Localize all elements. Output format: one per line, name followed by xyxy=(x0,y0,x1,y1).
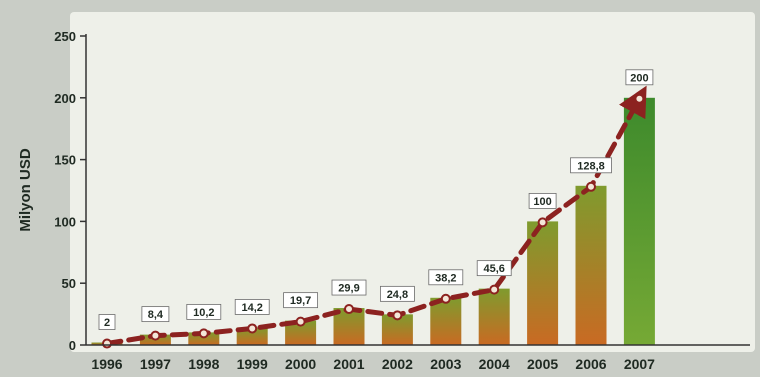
data-label-box xyxy=(186,303,222,320)
x-tick-label-2001: 2001 xyxy=(333,356,364,372)
y-tick-label: 50 xyxy=(62,276,76,291)
y-axis-title: Milyon USD xyxy=(17,148,34,232)
x-tick-label-2003: 2003 xyxy=(430,356,461,372)
data-label-text: 128,8 xyxy=(577,160,605,172)
data-label-2006: 128,8 xyxy=(570,157,612,174)
y-tick-label: 200 xyxy=(54,91,76,106)
data-label-text: 10,2 xyxy=(193,307,214,319)
data-label-1997: 8,4 xyxy=(141,306,170,323)
y-tick-label: 100 xyxy=(54,214,76,229)
trend-point-2007 xyxy=(634,93,645,104)
x-tick-label-1996: 1996 xyxy=(91,356,122,372)
data-label-1996: 2 xyxy=(98,314,116,330)
data-label-1998: 10,2 xyxy=(186,303,222,320)
data-label-text: 14,2 xyxy=(241,302,262,314)
data-label-2005: 100 xyxy=(528,192,557,209)
trend-point-2005 xyxy=(537,217,548,228)
data-label-text: 29,9 xyxy=(338,283,359,295)
data-label-2007: 200 xyxy=(625,69,654,86)
y-tick-label: 250 xyxy=(54,29,76,44)
data-label-1999: 14,2 xyxy=(234,299,270,315)
data-label-2001: 29,9 xyxy=(331,279,367,296)
data-label-box xyxy=(283,292,319,309)
trend-dashed-line xyxy=(104,85,647,347)
trend-point-2006 xyxy=(586,181,596,192)
data-label-text: 200 xyxy=(630,72,648,84)
data-labels: 2 8,4 10,2 14,2 19,7 29,9 24,8 38,2 45,6 100 128,8… xyxy=(98,69,654,330)
x-tick-label-2007: 2007 xyxy=(624,356,655,372)
bar-2007 xyxy=(623,97,655,345)
trend-point-1996 xyxy=(102,338,112,349)
data-label-2002: 24,8 xyxy=(379,285,415,302)
bar-1999 xyxy=(236,327,268,345)
data-label-2003: 38,2 xyxy=(428,269,464,286)
data-label-2000: 19,7 xyxy=(283,292,319,309)
x-tick-label-2006: 2006 xyxy=(575,356,606,372)
data-label-box xyxy=(528,192,557,209)
data-label-box xyxy=(234,299,270,315)
trend-point-2001 xyxy=(344,304,354,315)
data-label-box xyxy=(141,306,170,323)
data-label-text: 19,7 xyxy=(290,295,311,307)
data-label-box xyxy=(331,279,367,296)
trend-point-1997 xyxy=(150,330,161,341)
data-label-text: 24,8 xyxy=(387,289,408,301)
data-label-box xyxy=(570,157,612,174)
bar-2003 xyxy=(430,297,462,345)
trend-point-2002 xyxy=(392,310,403,321)
trend-point-1999 xyxy=(247,323,258,334)
data-label-2004: 45,6 xyxy=(476,260,512,277)
trend-point-2000 xyxy=(295,316,306,327)
x-tick-label-1998: 1998 xyxy=(188,356,219,372)
data-label-box xyxy=(379,285,415,302)
trend-point-2004 xyxy=(489,284,500,295)
data-label-box xyxy=(625,69,654,86)
data-label-text: 2 xyxy=(104,317,110,329)
x-tick-label-2004: 2004 xyxy=(479,356,510,372)
x-tick-label-2000: 2000 xyxy=(285,356,316,372)
bar-2004 xyxy=(478,288,510,345)
x-tick-label-2002: 2002 xyxy=(382,356,413,372)
data-label-text: 8,4 xyxy=(148,309,164,321)
data-label-text: 38,2 xyxy=(435,272,456,284)
trend-point-2003 xyxy=(440,293,451,304)
y-tick-label: 150 xyxy=(54,153,76,168)
trend-point-1998 xyxy=(198,328,209,339)
bar-2005 xyxy=(527,221,559,345)
y-axis: 0 50 100 150 200 250 xyxy=(54,29,87,353)
x-tick-label-2005: 2005 xyxy=(527,356,558,372)
data-label-text: 45,6 xyxy=(483,263,504,275)
y-tick-label: 0 xyxy=(69,338,76,353)
data-label-box xyxy=(476,260,512,277)
data-label-box xyxy=(98,314,116,330)
bar-2006 xyxy=(575,185,607,345)
data-label-box xyxy=(428,269,464,286)
x-tick-label-1999: 1999 xyxy=(237,356,268,372)
x-tick-label-1997: 1997 xyxy=(140,356,171,372)
data-label-text: 100 xyxy=(533,196,551,208)
x-axis: 1996 1997 1998 1999 2000 2001 2002 2003 2004 2005… xyxy=(86,344,750,372)
